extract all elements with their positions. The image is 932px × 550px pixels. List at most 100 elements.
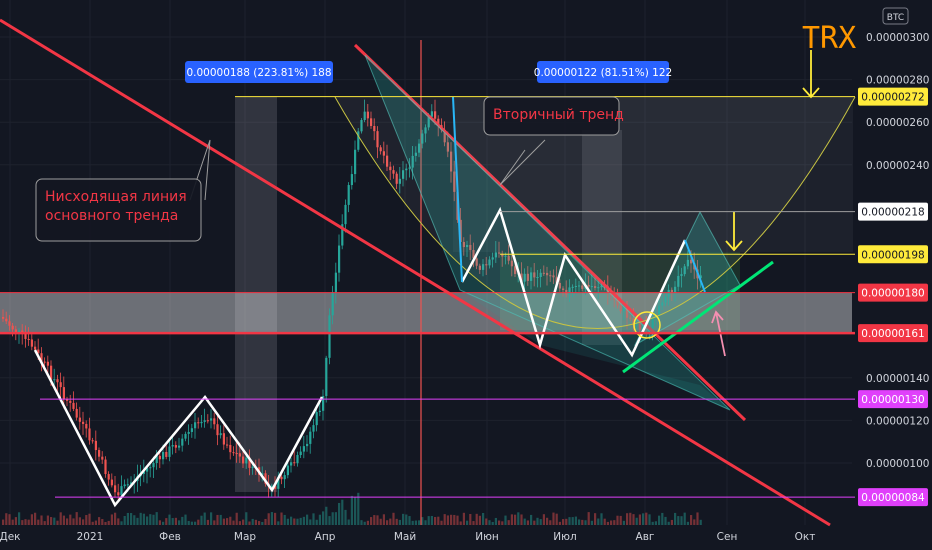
candle-body	[309, 431, 312, 444]
highlight-circle	[633, 311, 661, 339]
candle-body	[27, 338, 30, 340]
chart-drawings	[0, 18, 856, 527]
candle-body	[21, 330, 24, 333]
candle-body	[674, 286, 677, 293]
candle-body	[312, 425, 315, 432]
price-tick-label: 0.00000100	[866, 458, 929, 470]
candle-body	[443, 129, 446, 143]
volume-bar	[437, 516, 440, 525]
volume-bar	[142, 513, 145, 525]
price-tick-label: 0.00000300	[866, 32, 929, 44]
time-tick-label: Дек	[0, 531, 21, 543]
candle-body	[536, 277, 539, 279]
lower-wedge	[460, 290, 730, 410]
price-tag-label: 0.00000218	[861, 207, 924, 219]
uptrend-support-line	[622, 260, 774, 374]
candle-body	[478, 265, 481, 270]
currency-badge[interactable]	[882, 7, 909, 25]
volume-bar	[328, 516, 331, 525]
candle-body	[427, 116, 430, 128]
candle-body	[283, 475, 286, 480]
volume-bar	[616, 515, 619, 525]
candle-body	[274, 485, 277, 489]
candle-body	[510, 260, 513, 267]
volume-bar	[216, 514, 219, 525]
candle-body	[635, 323, 638, 326]
candle-body	[683, 266, 686, 275]
volume-bar	[440, 520, 443, 525]
highlight-zone	[235, 97, 277, 492]
candle-body	[581, 285, 584, 289]
volume-bar	[619, 515, 622, 525]
volume-bar	[654, 521, 657, 525]
volume-bar	[459, 521, 462, 525]
volume-bar	[203, 512, 206, 525]
volume-bar	[82, 519, 85, 525]
volume-bar	[613, 520, 616, 525]
candle-body	[453, 171, 456, 192]
volume-bar	[360, 520, 363, 525]
volume-bar	[27, 519, 30, 525]
volume-bar	[642, 513, 645, 525]
candle-body	[8, 321, 11, 326]
candle-body	[126, 484, 129, 486]
annotation-text: Нисходящая линия	[45, 189, 187, 205]
chart-grid	[0, 0, 852, 525]
candle-body	[629, 317, 632, 319]
candle-body	[40, 353, 43, 362]
volume-bar	[587, 512, 590, 525]
candle-body	[546, 272, 549, 276]
candle-body	[622, 307, 625, 312]
candle-body	[526, 273, 529, 281]
candle-body	[91, 440, 94, 442]
candle-body	[162, 452, 165, 460]
volume-bar	[530, 514, 533, 525]
candle-body	[552, 275, 555, 278]
candle-body	[498, 252, 501, 254]
volume-bar	[78, 517, 81, 525]
volume-bar	[411, 520, 414, 525]
candle-body	[408, 167, 411, 169]
volume-bar	[261, 521, 264, 525]
volume-bar	[152, 514, 155, 525]
candle-body	[578, 285, 581, 287]
candle-body	[130, 482, 133, 485]
candle-body	[171, 445, 174, 447]
volume-bar	[242, 519, 245, 525]
candle-body	[328, 315, 331, 358]
candle-body	[485, 264, 488, 266]
candle-body	[405, 168, 408, 171]
candle-body	[210, 418, 213, 421]
candle-body	[555, 277, 558, 283]
price-tag-label: 0.00000084	[861, 492, 925, 504]
volume-bar	[258, 521, 261, 525]
candle-body	[677, 275, 680, 287]
volume-bar	[462, 512, 465, 525]
candle-body	[504, 255, 507, 257]
volume-bar	[293, 518, 296, 525]
candle-body	[686, 259, 689, 267]
volume-bar	[469, 513, 472, 525]
candle-body	[590, 286, 593, 288]
volume-bar	[139, 512, 142, 525]
volume-bar	[491, 521, 494, 525]
candle-body	[587, 284, 590, 287]
volume-bar	[539, 519, 542, 525]
volume-bar	[194, 521, 197, 525]
volume-bar	[472, 521, 475, 525]
candle-body	[149, 467, 152, 469]
candle-body	[418, 143, 421, 153]
volume-bar	[181, 516, 184, 525]
volume-bar	[171, 518, 174, 525]
candle-body	[357, 131, 360, 150]
candle-body	[110, 479, 113, 486]
candle-body	[158, 455, 161, 460]
volume-bar	[597, 518, 600, 525]
volume-bar	[98, 517, 101, 525]
volume-bar	[190, 521, 193, 525]
price-tag	[858, 390, 928, 409]
volume-bar	[344, 509, 347, 525]
volume-bar	[296, 518, 299, 525]
volume-bar	[354, 497, 357, 525]
